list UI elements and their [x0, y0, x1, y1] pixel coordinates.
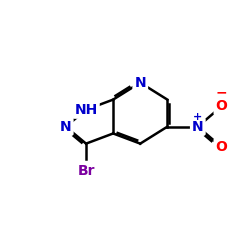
Text: N: N: [192, 120, 203, 134]
Text: +: +: [193, 112, 202, 122]
Text: N: N: [134, 76, 146, 90]
Text: Br: Br: [77, 164, 95, 178]
Text: −: −: [216, 86, 227, 100]
Text: NH: NH: [74, 103, 98, 117]
Text: O: O: [216, 99, 228, 113]
Text: O: O: [216, 140, 228, 154]
Text: N: N: [60, 120, 72, 134]
